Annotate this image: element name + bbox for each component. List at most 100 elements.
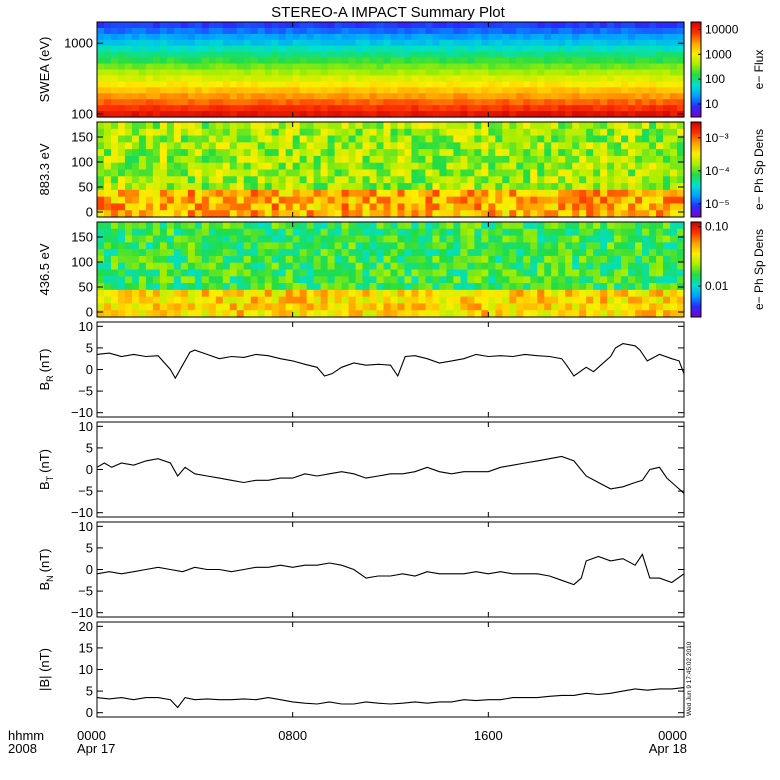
heatmap-cell bbox=[138, 310, 147, 318]
heatmap-cell bbox=[117, 296, 126, 305]
heatmap-cell bbox=[418, 22, 427, 29]
heatmap-cell bbox=[138, 169, 147, 177]
heatmap-cell bbox=[390, 128, 399, 137]
heatmap-cell bbox=[558, 39, 566, 47]
heatmap-cell bbox=[159, 162, 168, 171]
heatmap-cell bbox=[593, 176, 601, 184]
heatmap-cell bbox=[173, 105, 182, 112]
heatmap-cell bbox=[348, 296, 357, 305]
heatmap-cell bbox=[453, 296, 461, 305]
heatmap-cell bbox=[509, 210, 517, 218]
heatmap-cell bbox=[607, 105, 615, 112]
heatmap-cell bbox=[607, 235, 615, 243]
heatmap-cell bbox=[173, 162, 182, 171]
heatmap-cell bbox=[166, 249, 175, 257]
heatmap-cell bbox=[103, 242, 112, 250]
heatmap-cell bbox=[173, 269, 182, 277]
heatmap-cell bbox=[264, 162, 273, 171]
heatmap-cell bbox=[299, 27, 308, 35]
heatmap-cell bbox=[222, 203, 231, 211]
heatmap-cell bbox=[677, 269, 685, 277]
heatmap-cell bbox=[187, 81, 196, 88]
heatmap-cell bbox=[642, 99, 650, 106]
heatmap-cell bbox=[621, 128, 629, 137]
heatmap-cell bbox=[523, 63, 531, 71]
heatmap-cell bbox=[635, 33, 643, 41]
heatmap-cell bbox=[264, 242, 273, 250]
heatmap-cell bbox=[425, 183, 434, 191]
heatmap-cell bbox=[670, 303, 678, 311]
heatmap-cell bbox=[663, 105, 671, 112]
heatmap-cell bbox=[369, 176, 378, 184]
heatmap-cell bbox=[586, 45, 594, 53]
heatmap-cell bbox=[467, 149, 475, 157]
heatmap-cell bbox=[656, 228, 664, 237]
heatmap-cell bbox=[628, 63, 636, 71]
heatmap-cell bbox=[145, 99, 154, 106]
heatmap-cell bbox=[369, 122, 378, 130]
heatmap-cell bbox=[271, 135, 280, 143]
heatmap-cell bbox=[208, 203, 217, 211]
heatmap-cell bbox=[467, 296, 475, 305]
heatmap-cell bbox=[320, 155, 329, 164]
heatmap-cell bbox=[376, 228, 385, 237]
heatmap-cell bbox=[467, 87, 475, 94]
heatmap-cell bbox=[607, 27, 615, 35]
heatmap-cell bbox=[509, 283, 517, 291]
heatmap-cell bbox=[271, 303, 280, 311]
heatmap-cell bbox=[229, 39, 238, 47]
heatmap-cell bbox=[320, 93, 329, 100]
heatmap-cell bbox=[229, 269, 238, 277]
heatmap-cell bbox=[677, 33, 685, 41]
heatmap-cell bbox=[222, 57, 231, 65]
heatmap-cell bbox=[586, 310, 594, 318]
heatmap-cell bbox=[103, 105, 112, 112]
heatmap-cell bbox=[677, 155, 685, 164]
heatmap-cell bbox=[481, 45, 489, 53]
heatmap-cell bbox=[271, 169, 280, 177]
heatmap-cell bbox=[411, 296, 420, 305]
y-tick-label: 50 bbox=[79, 280, 93, 295]
heatmap-cell bbox=[537, 45, 545, 53]
heatmap-cell bbox=[488, 289, 496, 298]
heatmap-cell bbox=[488, 39, 496, 47]
heatmap-cell bbox=[670, 269, 678, 277]
heatmap-cell bbox=[579, 262, 587, 271]
heatmap-cell bbox=[341, 51, 350, 59]
heatmap-cell bbox=[432, 87, 441, 94]
heatmap-cell bbox=[131, 169, 140, 177]
heatmap-cell bbox=[670, 33, 678, 41]
heatmap-cell bbox=[474, 203, 482, 211]
heatmap-cell bbox=[677, 63, 685, 71]
heatmap-cell bbox=[649, 87, 657, 94]
heatmap-cell bbox=[572, 210, 580, 218]
heatmap-cell bbox=[145, 22, 154, 29]
heatmap-cell bbox=[432, 276, 441, 284]
heatmap-cell bbox=[446, 93, 454, 100]
heatmap-cell bbox=[481, 262, 489, 271]
heatmap-cell bbox=[446, 57, 454, 65]
heatmap-cell bbox=[600, 189, 608, 198]
heatmap-cell bbox=[215, 99, 224, 106]
heatmap-cell bbox=[558, 162, 566, 171]
heatmap-cell bbox=[600, 105, 608, 112]
heatmap-cell bbox=[474, 27, 482, 35]
heatmap-cell bbox=[565, 155, 573, 164]
heatmap-cell bbox=[614, 255, 622, 264]
heatmap-cell bbox=[537, 203, 545, 211]
heatmap-cell bbox=[397, 183, 406, 191]
heatmap-cell bbox=[481, 228, 489, 237]
heatmap-cell bbox=[355, 149, 364, 157]
heatmap-cell bbox=[124, 22, 133, 29]
heatmap-cell bbox=[229, 222, 238, 230]
heatmap-cell bbox=[152, 176, 161, 184]
heatmap-cell bbox=[257, 189, 266, 198]
heatmap-cell bbox=[306, 69, 315, 77]
heatmap-cell bbox=[530, 69, 538, 77]
heatmap-cell bbox=[467, 235, 475, 243]
heatmap-cell bbox=[460, 111, 468, 118]
heatmap-cell bbox=[418, 122, 427, 130]
heatmap-cell bbox=[341, 183, 350, 191]
heatmap-cell bbox=[229, 176, 238, 184]
heatmap-cell bbox=[334, 249, 343, 257]
